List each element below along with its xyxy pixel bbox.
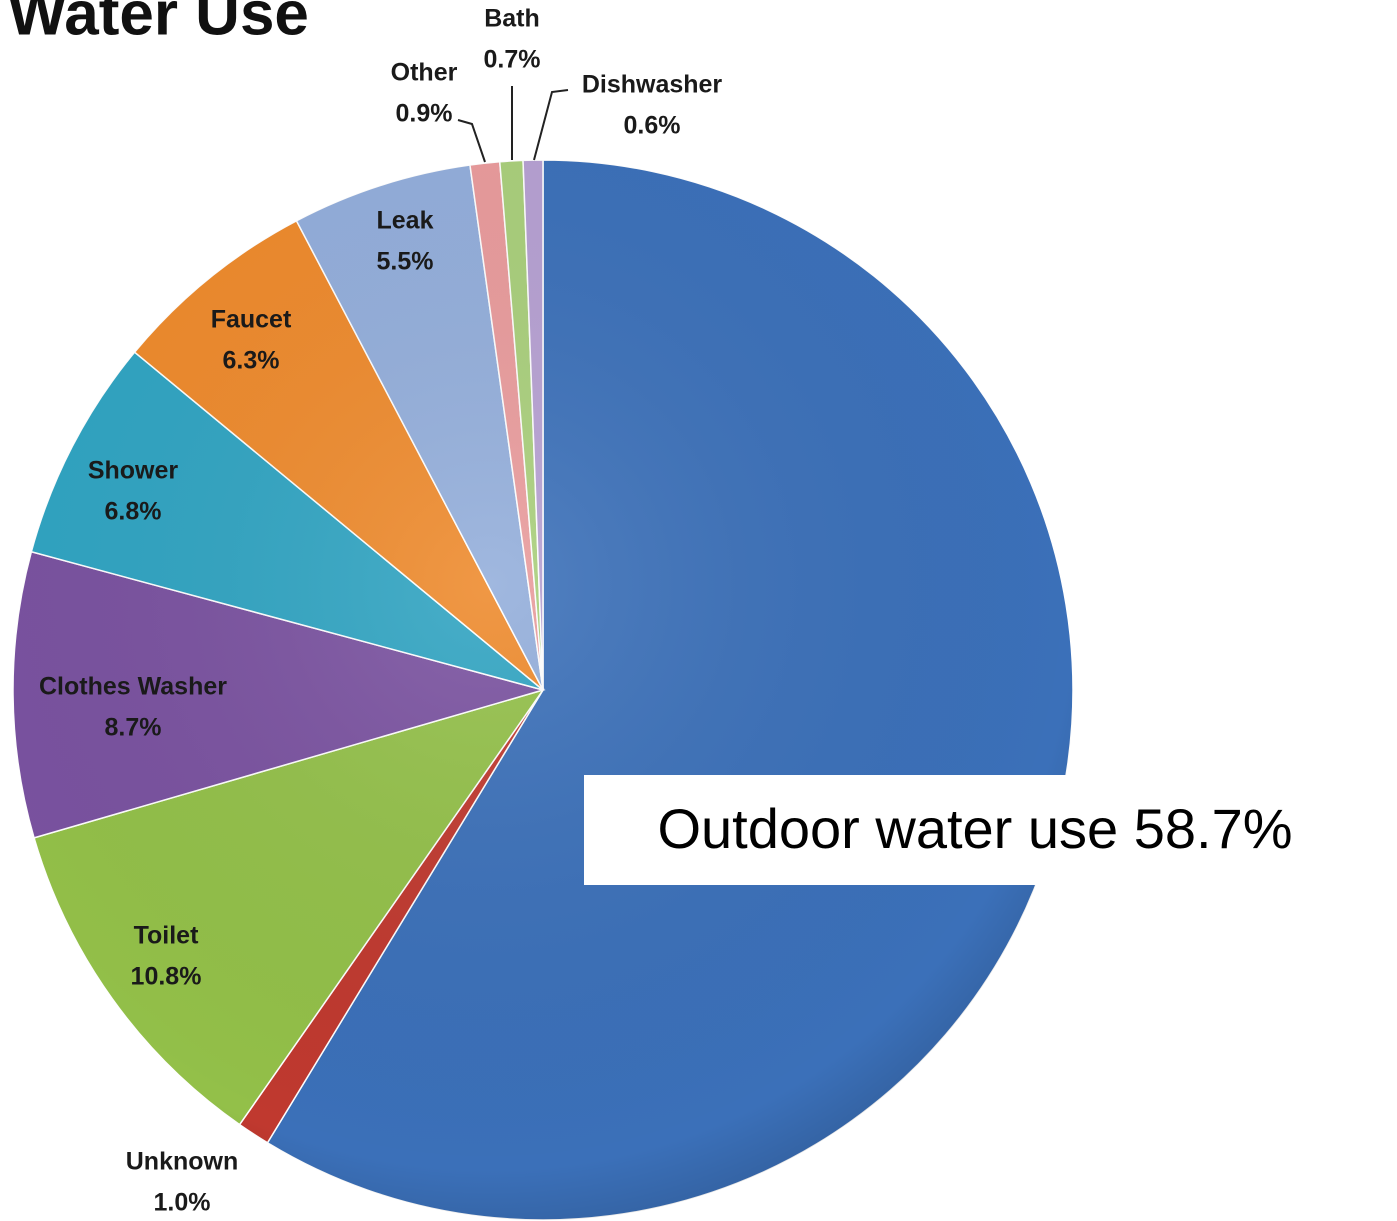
value-label: 58.7%	[1134, 797, 1293, 860]
value-label: 1.0%	[154, 1189, 211, 1217]
category-name: Toilet	[134, 922, 199, 950]
category-name: Leak	[377, 207, 434, 235]
category-name: Faucet	[211, 306, 292, 334]
category-name: Shower	[88, 457, 179, 485]
category-name: Clothes Washer	[39, 673, 227, 701]
leader-line	[457, 119, 486, 163]
category-name: Other	[391, 59, 458, 87]
category-name: Unknown	[126, 1148, 239, 1176]
labels: Outdoor water use 58.7% Unknown 1.0% Toilet…	[39, 5, 1374, 1217]
category-name: Outdoor water use	[657, 797, 1118, 860]
category-name: Dishwasher	[582, 71, 723, 99]
value-label: 10.8%	[131, 963, 202, 991]
value-label: 0.7%	[484, 46, 541, 74]
leader-lines	[457, 86, 569, 163]
leader-line	[533, 89, 569, 161]
value-label: 6.8%	[105, 498, 162, 526]
chart-title: Water Use	[8, 0, 309, 48]
value-label: 0.6%	[624, 112, 681, 140]
value-label: 0.9%	[396, 100, 453, 128]
value-label: 8.7%	[105, 714, 162, 742]
category-name: Bath	[484, 5, 540, 33]
value-label: 6.3%	[223, 347, 280, 375]
value-label: 5.5%	[377, 248, 434, 276]
label-box	[584, 775, 1374, 885]
slice-label: Outdoor water use 58.7%	[657, 797, 1292, 860]
